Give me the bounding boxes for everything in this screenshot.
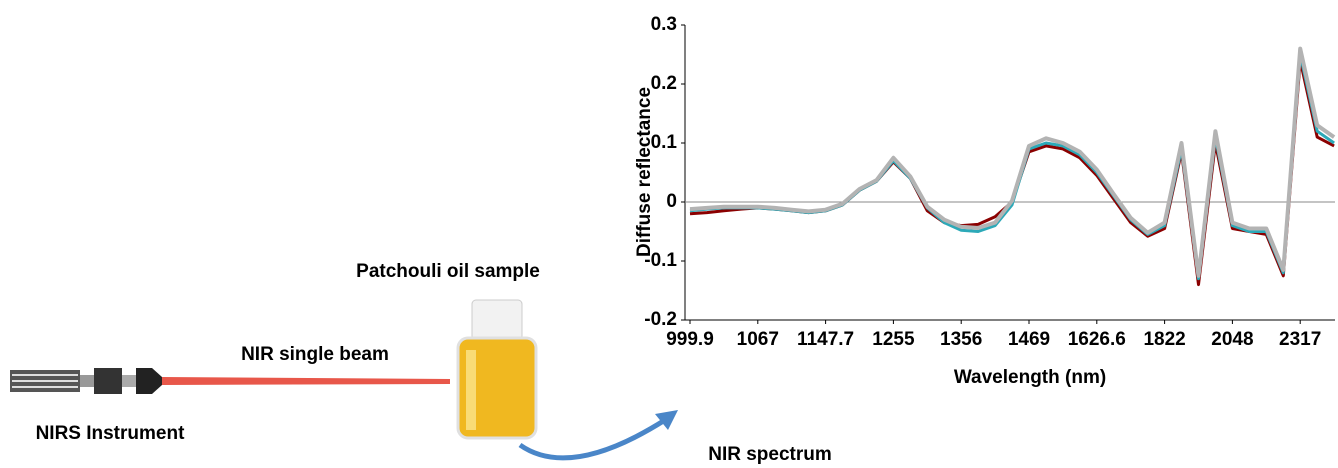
spectrum-label: NIR spectrum	[708, 444, 832, 465]
y-tick-label: 0.2	[651, 73, 677, 94]
beam-label: NIR single beam	[241, 344, 389, 365]
arrow-head	[655, 410, 678, 430]
x-tick-label: 1147.7	[797, 329, 854, 350]
x-tick-label: 2048	[1211, 329, 1253, 350]
x-tick-label: 1469	[1008, 329, 1050, 350]
arrow	[518, 417, 667, 461]
instrument-icon	[10, 368, 162, 394]
y-tick-label: 0.3	[651, 14, 677, 35]
spectrum-line	[689, 53, 1335, 281]
x-tick-label: 999.9	[666, 329, 714, 350]
spectrum-line	[689, 46, 1336, 278]
instrument-label: NIRS Instrument	[36, 423, 186, 444]
x-tick-label: 1255	[872, 329, 915, 350]
x-tick-label: 1356	[940, 329, 982, 350]
x-tick-label: 1822	[1143, 329, 1185, 350]
y-tick-label: 0	[666, 191, 677, 212]
y-axis-title: Diffuse reflectance	[634, 87, 655, 257]
vial-icon	[456, 299, 538, 440]
x-tick-label: 1626.6	[1068, 329, 1126, 350]
beam	[162, 377, 450, 385]
x-axis-title: Wavelength (nm)	[954, 367, 1106, 388]
x-tick-label: 2317	[1279, 329, 1321, 350]
sample-label: Patchouli oil sample	[356, 261, 540, 282]
x-tick-label: 1067	[737, 329, 779, 350]
y-tick-label: 0.1	[651, 132, 678, 153]
y-tick-label: -0.2	[644, 309, 677, 330]
spectrum-line	[689, 58, 1335, 287]
y-tick-label: -0.1	[644, 250, 677, 271]
